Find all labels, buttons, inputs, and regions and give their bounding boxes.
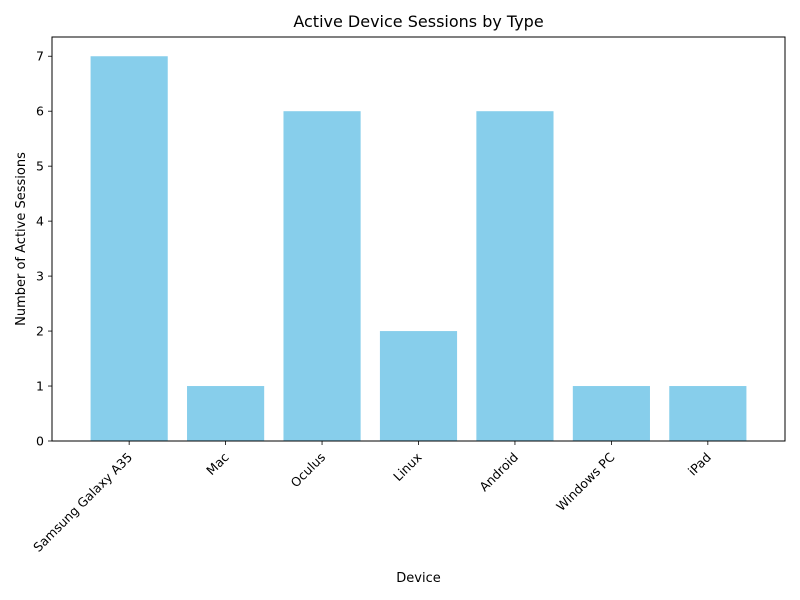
x-tick-label: Samsung Galaxy A35 xyxy=(30,450,135,555)
x-tick-label: Windows PC xyxy=(553,449,618,514)
bar-mac xyxy=(187,386,265,441)
y-tick-label: 7 xyxy=(36,49,44,64)
x-tick-label: Oculus xyxy=(287,450,328,491)
x-axis-label: Device xyxy=(396,571,440,586)
bar-windows-pc xyxy=(572,386,650,441)
y-tick-label: 6 xyxy=(36,104,44,119)
bar-ipad xyxy=(669,386,747,441)
bar-android xyxy=(476,111,554,442)
plot-area: 0 1 2 3 4 5 6 7 Samsung Galaxy A35 Mac Oculus Linu… xyxy=(30,36,786,555)
bar-linux xyxy=(379,331,458,441)
bars-layer xyxy=(90,56,747,442)
x-tick-label: iPad xyxy=(685,450,714,479)
x-tick-label: Android xyxy=(476,450,521,495)
x-tick-label: Linux xyxy=(390,450,424,484)
bar-samsung-galaxy-a35 xyxy=(90,56,168,441)
y-tick-label: 5 xyxy=(36,159,44,174)
y-tick-label: 1 xyxy=(36,379,44,394)
y-axis-ticks: 0 1 2 3 4 5 6 7 xyxy=(36,49,52,449)
chart-title: Active Device Sessions by Type xyxy=(293,12,543,31)
bar-oculus xyxy=(283,111,361,442)
x-axis-ticks: Samsung Galaxy A35 Mac Oculus Linux Android W… xyxy=(30,441,714,555)
y-tick-label: 3 xyxy=(36,269,44,284)
y-axis-label: Number of Active Sessions xyxy=(14,152,29,326)
y-tick-label: 0 xyxy=(36,434,44,449)
y-tick-label: 4 xyxy=(36,214,44,229)
x-tick-label: Mac xyxy=(203,449,232,478)
y-tick-label: 2 xyxy=(36,324,44,339)
